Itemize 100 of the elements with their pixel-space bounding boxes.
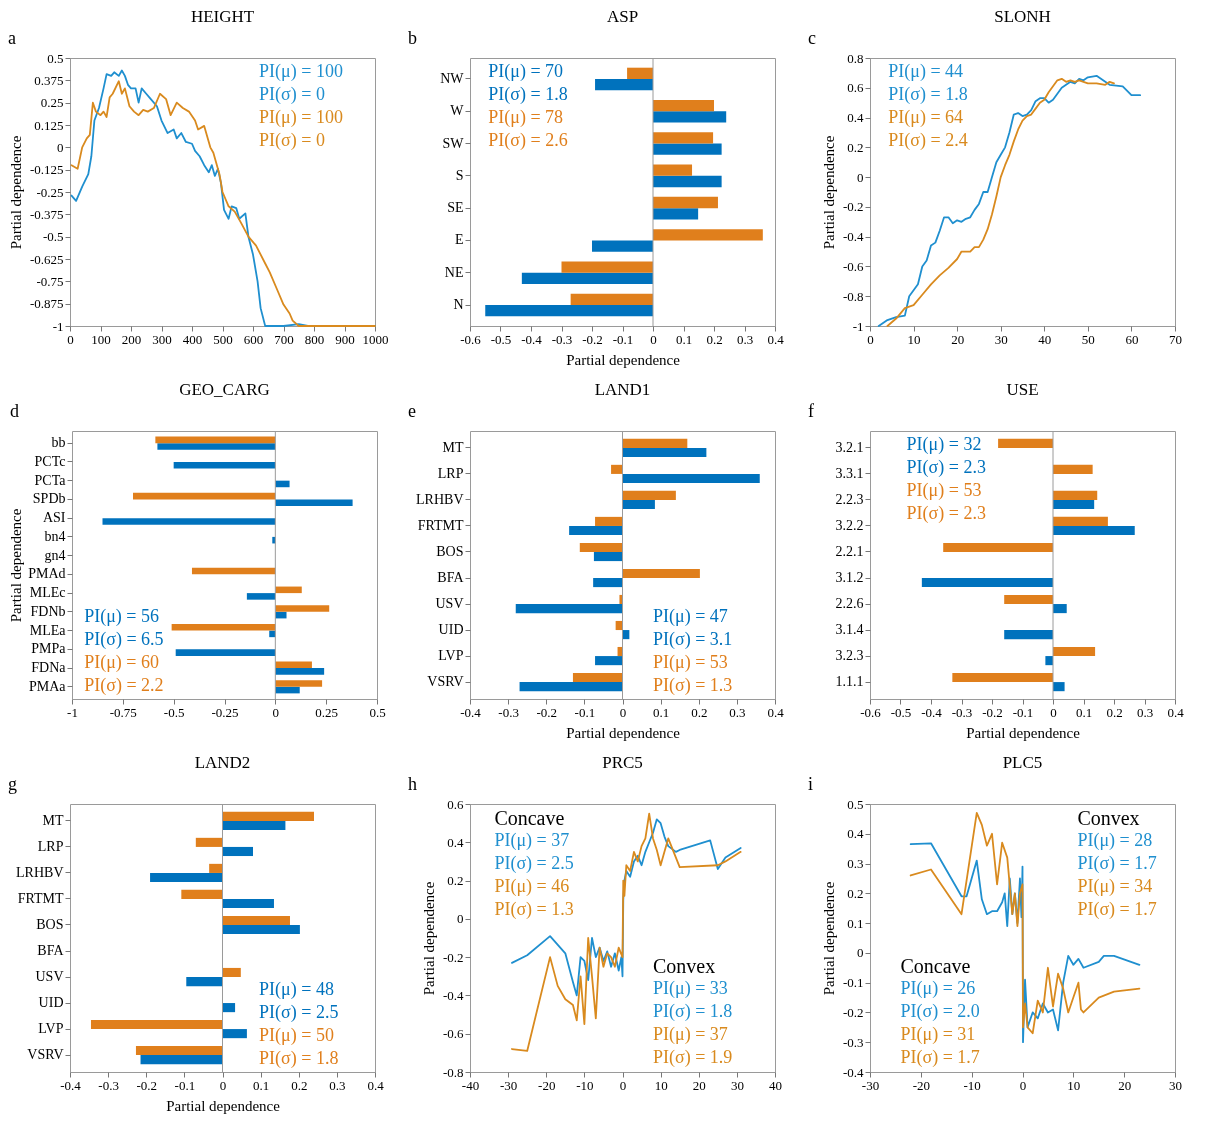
- annotation: PI(σ) = 2.5: [259, 1001, 339, 1023]
- y-tick-label: SE: [447, 200, 464, 216]
- y-tick-label: 3.2.1: [835, 439, 864, 455]
- annotation: PI(μ) = 100: [259, 107, 343, 129]
- y-tick-label: 3.1.2: [835, 570, 864, 586]
- bar: [133, 492, 276, 500]
- bar: [173, 461, 276, 469]
- annotation: PI(μ) = 31: [900, 1023, 976, 1045]
- y-tick-label: 3.2.2: [835, 517, 864, 533]
- bar: [622, 473, 760, 484]
- x-tick-label: 0.1: [1075, 704, 1093, 720]
- annotation: PI(σ) = 2.3: [906, 503, 986, 525]
- bar: [275, 686, 300, 694]
- annotation: PI(μ) = 53: [653, 651, 728, 673]
- y-tick-label: 0.2: [847, 139, 864, 155]
- annotation: PI(σ) = 1.9: [653, 1046, 733, 1068]
- bar: [611, 464, 623, 474]
- x-tick-label: 0: [1050, 704, 1057, 720]
- annotation: PI(σ) = 1.8: [488, 84, 568, 106]
- bar: [653, 229, 763, 241]
- x-tick-label: 900: [335, 331, 355, 347]
- x-tick-label: 40: [769, 1077, 782, 1093]
- x-tick-label: 0.3: [329, 1077, 346, 1093]
- x-tick-label: -0.3: [951, 704, 973, 720]
- bar: [521, 272, 653, 285]
- x-tick-label: -40: [461, 1077, 480, 1093]
- bar: [155, 436, 276, 444]
- bar: [222, 1003, 236, 1013]
- y-tick-label: 0: [457, 911, 464, 927]
- bar: [222, 924, 300, 935]
- bar: [222, 846, 253, 857]
- x-tick-label: 20: [692, 1077, 706, 1093]
- x-tick-label: 10: [1067, 1077, 1081, 1093]
- bar: [272, 536, 276, 544]
- x-tick-label: 300: [152, 331, 172, 347]
- bar: [275, 499, 353, 506]
- y-tick-label: MLEa: [29, 622, 67, 638]
- x-tick-label: 0.1: [653, 704, 670, 720]
- y-tick-label: UID: [438, 622, 464, 638]
- x-tick-label: 40: [1038, 331, 1052, 347]
- bar: [102, 518, 276, 525]
- bar: [222, 820, 286, 831]
- y-tick-label: -0.4: [842, 229, 864, 245]
- bar: [622, 490, 676, 500]
- bar: [921, 578, 1053, 588]
- y-tick-label: BFA: [37, 943, 65, 959]
- annotation: PI(μ) = 47: [653, 605, 728, 627]
- chart-title: USE: [1006, 380, 1039, 399]
- annotation: PI(μ) = 60: [84, 651, 159, 673]
- y-tick-label: -0.6: [842, 258, 864, 274]
- bar: [1053, 604, 1067, 614]
- bar: [1053, 499, 1095, 510]
- bar: [90, 1019, 223, 1030]
- y-tick-label: USV: [35, 969, 64, 985]
- bar: [653, 196, 718, 209]
- bar: [175, 649, 276, 656]
- bar: [222, 915, 290, 925]
- bar: [135, 1045, 223, 1056]
- x-tick-label: 10: [907, 331, 921, 347]
- y-tick-label: FRTMT: [417, 517, 464, 533]
- bar: [1053, 646, 1096, 657]
- y-tick-label: UID: [38, 995, 64, 1011]
- x-tick-label: 0: [619, 1077, 627, 1093]
- y-tick-label: -0.375: [29, 206, 64, 222]
- x-tick-label: 500: [213, 331, 233, 347]
- y-tick-label: E: [454, 232, 464, 248]
- x-axis-title: Partial dependence: [966, 724, 1081, 741]
- x-tick-label: -0.2: [982, 704, 1003, 720]
- y-tick-label: -1: [52, 318, 64, 334]
- annotation: PI(μ) = 28: [1077, 830, 1153, 852]
- annotation: PI(σ) = 0: [259, 84, 325, 106]
- y-tick-label: -0.625: [29, 251, 64, 267]
- y-tick-label: W: [450, 103, 465, 119]
- x-tick-label: 0.2: [1106, 704, 1123, 720]
- x-tick-label: 0: [619, 704, 627, 720]
- bar: [593, 551, 623, 562]
- y-tick-label: 2.2.6: [835, 596, 864, 612]
- x-tick-label: -0.25: [211, 704, 239, 720]
- annotation: PI(σ) = 2.4: [888, 130, 968, 152]
- y-tick-label: 0: [857, 169, 864, 185]
- x-tick-label: 0: [1019, 1077, 1027, 1093]
- x-axis-title: Partial dependence: [166, 1097, 281, 1114]
- annotation: PI(μ) = 32: [906, 434, 982, 456]
- x-tick-label: 0: [867, 331, 874, 347]
- annotation: PI(μ) = 48: [259, 978, 334, 1000]
- x-tick-label: -0.5: [163, 704, 185, 720]
- x-tick-label: 0.25: [315, 704, 339, 720]
- annotation: PI(μ) = 46: [494, 876, 570, 898]
- bar: [275, 480, 290, 488]
- bar: [1053, 682, 1065, 692]
- annotation: PI(σ) = 2.0: [900, 1000, 980, 1022]
- text: e: [408, 401, 416, 421]
- x-tick-label: -0.5: [490, 331, 512, 347]
- annotation: PI(σ) = 2.2: [84, 674, 164, 696]
- bar: [181, 889, 223, 899]
- x-tick-label: 100: [91, 331, 111, 347]
- bar: [593, 578, 623, 588]
- y-tick-label: LRP: [437, 465, 464, 481]
- y-tick-label: -0.1: [842, 975, 864, 991]
- bar: [1053, 525, 1135, 536]
